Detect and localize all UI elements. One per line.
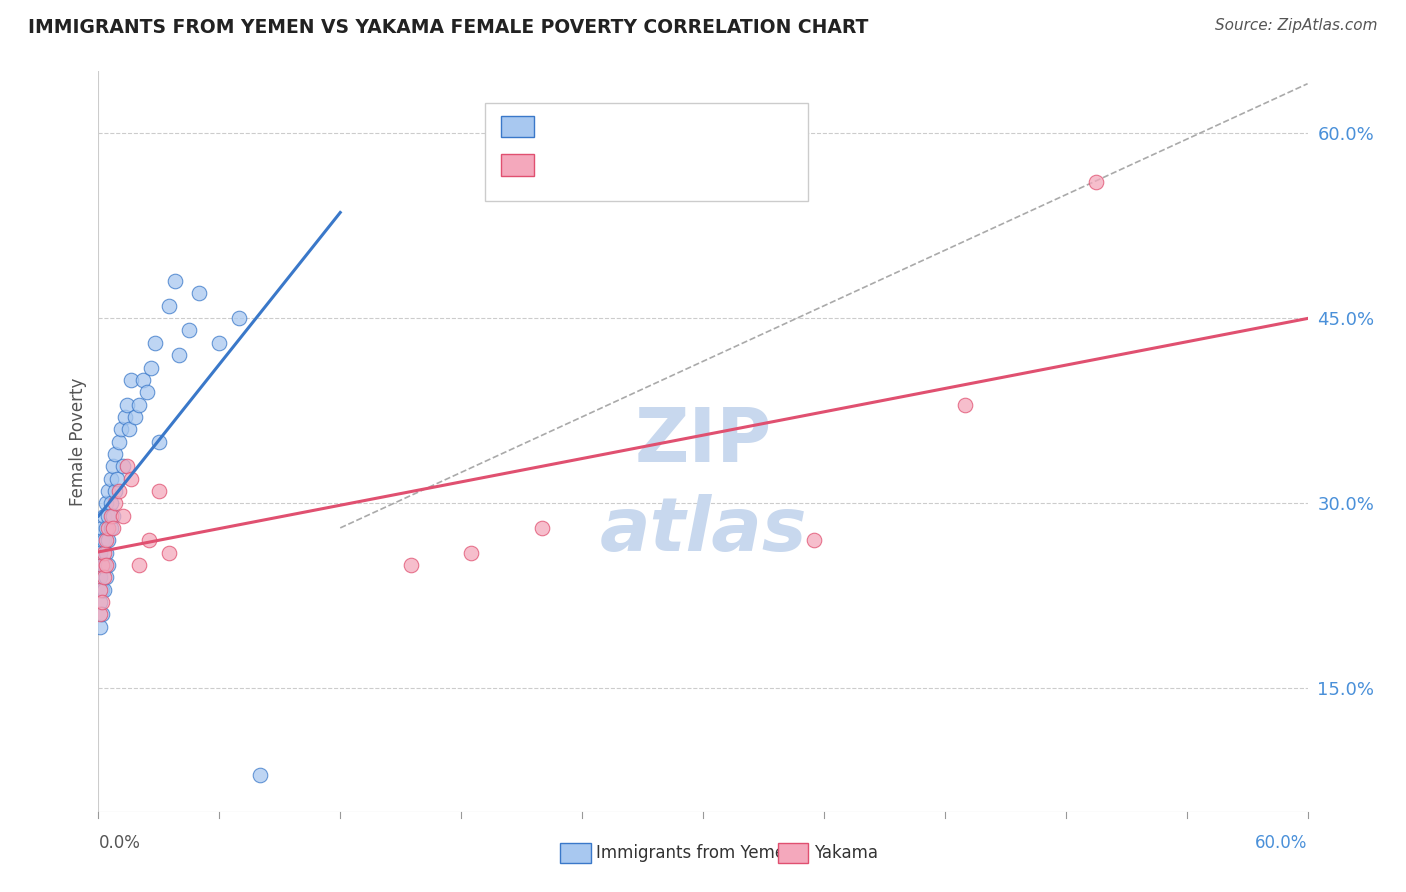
Point	[228, 311, 250, 326]
Point	[111, 459, 134, 474]
Text: Yakama: Yakama	[814, 844, 879, 862]
Point	[96, 533, 118, 548]
Point	[96, 545, 118, 560]
Point	[96, 496, 118, 510]
Point	[89, 607, 111, 622]
Text: atlas: atlas	[599, 494, 807, 567]
Point	[115, 398, 138, 412]
Point	[105, 471, 128, 485]
Point	[530, 521, 553, 535]
Point	[110, 422, 132, 436]
Point	[167, 348, 190, 362]
Point	[118, 422, 141, 436]
Point	[91, 558, 114, 572]
Text: Source: ZipAtlas.com: Source: ZipAtlas.com	[1215, 18, 1378, 33]
Point	[97, 483, 120, 498]
Point	[139, 360, 162, 375]
Point	[96, 521, 118, 535]
Point	[188, 286, 211, 301]
Point	[138, 533, 160, 548]
Point	[143, 335, 166, 350]
Text: ZIP: ZIP	[634, 405, 772, 478]
Point	[399, 558, 422, 572]
Point	[100, 496, 122, 510]
Text: 60.0%: 60.0%	[1256, 834, 1308, 852]
Text: 0.0%: 0.0%	[98, 834, 141, 852]
Point	[91, 521, 114, 535]
Point	[460, 545, 482, 560]
Point	[91, 558, 114, 572]
Point	[89, 595, 111, 609]
Y-axis label: Female Poverty: Female Poverty	[69, 377, 87, 506]
Point	[97, 533, 120, 548]
Point	[89, 570, 111, 584]
Point	[101, 459, 124, 474]
Point	[148, 483, 170, 498]
Point	[111, 508, 134, 523]
Point	[91, 595, 114, 609]
Point	[91, 582, 114, 597]
Text: IMMIGRANTS FROM YEMEN VS YAKAMA FEMALE POVERTY CORRELATION CHART: IMMIGRANTS FROM YEMEN VS YAKAMA FEMALE P…	[28, 18, 869, 37]
Point	[97, 508, 120, 523]
Point	[803, 533, 825, 548]
Point	[101, 521, 124, 535]
Point	[120, 471, 142, 485]
Point	[114, 409, 136, 424]
Point	[107, 434, 129, 449]
Point	[89, 582, 111, 597]
Point	[1085, 175, 1108, 190]
Point	[163, 274, 186, 288]
Text: R = 0.792: R = 0.792	[538, 156, 637, 174]
Point	[107, 483, 129, 498]
Point	[120, 373, 142, 387]
Point	[157, 299, 180, 313]
Point	[103, 483, 125, 498]
Point	[100, 508, 122, 523]
Point	[93, 582, 115, 597]
Point	[89, 619, 111, 633]
Point	[128, 558, 150, 572]
Point	[101, 508, 124, 523]
Point	[132, 373, 155, 387]
Point	[103, 447, 125, 461]
Point	[100, 521, 122, 535]
Point	[93, 508, 115, 523]
Point	[135, 385, 157, 400]
Text: Immigrants from Yemen: Immigrants from Yemen	[596, 844, 796, 862]
Point	[953, 398, 976, 412]
Text: R = 0.375: R = 0.375	[538, 118, 637, 136]
Point	[249, 767, 271, 781]
Point	[179, 324, 201, 338]
Point	[148, 434, 170, 449]
Point	[157, 545, 180, 560]
Point	[97, 521, 120, 535]
Text: N = 26: N = 26	[654, 156, 721, 174]
Point	[128, 398, 150, 412]
Point	[93, 570, 115, 584]
Point	[115, 459, 138, 474]
Text: N = 51: N = 51	[654, 118, 721, 136]
Point	[91, 607, 114, 622]
Point	[124, 409, 146, 424]
Point	[103, 496, 125, 510]
Point	[93, 533, 115, 548]
Point	[91, 533, 114, 548]
Point	[97, 558, 120, 572]
Point	[93, 545, 115, 560]
Point	[96, 570, 118, 584]
Point	[100, 471, 122, 485]
Point	[208, 335, 231, 350]
Point	[89, 545, 111, 560]
Point	[93, 558, 115, 572]
Point	[96, 558, 118, 572]
